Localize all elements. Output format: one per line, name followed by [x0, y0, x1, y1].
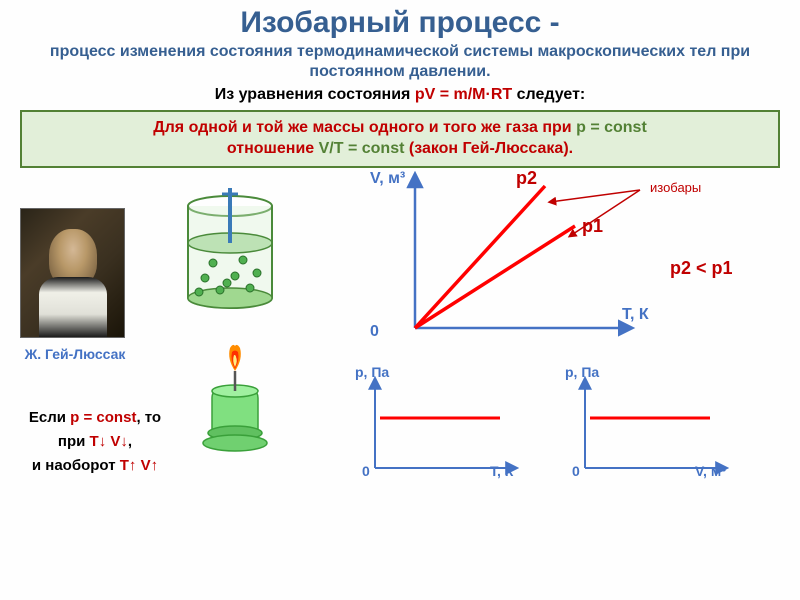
cond-1a: Если — [29, 409, 70, 426]
law-text-2a: отношение — [227, 140, 319, 157]
law-box: Для одной и той же массы одного и того ж… — [20, 110, 780, 168]
conditions-text: Если p = const, то при T↓ V↓, и наоборот… — [10, 406, 180, 478]
portrait-image — [20, 208, 125, 338]
cond-1c: , то — [136, 409, 161, 426]
line-p2-label: p2 — [516, 168, 537, 189]
isobar-label: изобары — [650, 180, 701, 195]
portrait-caption: Ж. Гей-Люссак — [10, 346, 140, 362]
law-text-1a: Для одной и той же массы одного и того ж… — [153, 119, 576, 136]
line-p1-label: p1 — [582, 216, 603, 237]
page-title: Изобарный процесс - — [0, 0, 800, 40]
equation-line: Из уравнения состояния pV = m/M·RT следу… — [0, 82, 800, 104]
pv-y-axis: p, Па — [565, 364, 599, 380]
pt-x-axis: T, К — [490, 463, 513, 479]
cond-3a: и наоборот — [32, 457, 120, 474]
equation-prefix: Из уравнения состояния — [215, 86, 415, 103]
comparison-text: p2 < p1 — [670, 258, 733, 279]
cond-2c: , — [128, 433, 132, 450]
cond-1b: p = const — [70, 409, 136, 426]
small-chart-pv: p, Па 0 V, м³ — [560, 368, 735, 483]
main-y-axis: V, м³ — [370, 170, 405, 188]
law-var-p: p = const — [576, 119, 647, 136]
equation-suffix: следует: — [512, 86, 585, 103]
law-var-vt: V/T = const — [319, 140, 405, 157]
content-area: Ж. Гей-Люссак Если p = const, то при T↓ … — [0, 168, 800, 578]
beaker-diagram — [175, 188, 285, 318]
pv-origin: 0 — [572, 463, 580, 479]
cond-2a: при — [58, 433, 90, 450]
main-origin: 0 — [370, 323, 379, 341]
law-text-2c: (закон Гей-Люссака). — [404, 140, 573, 157]
pt-y-axis: p, Па — [355, 364, 389, 380]
pv-x-axis: V, м³ — [695, 463, 726, 479]
main-x-axis: T, К — [622, 306, 649, 324]
subtitle: процесс изменения состояния термодинамич… — [0, 40, 800, 82]
main-chart: V, м³ 0 T, К p2 p1 — [370, 168, 650, 348]
equation: pV = m/M·RT — [415, 86, 512, 103]
cond-2b: T↓ V↓ — [90, 433, 128, 450]
cond-3b: T↑ V↑ — [120, 457, 158, 474]
pt-origin: 0 — [362, 463, 370, 479]
burner-diagram — [200, 343, 270, 463]
small-chart-pt: p, Па 0 T, К — [350, 368, 525, 483]
